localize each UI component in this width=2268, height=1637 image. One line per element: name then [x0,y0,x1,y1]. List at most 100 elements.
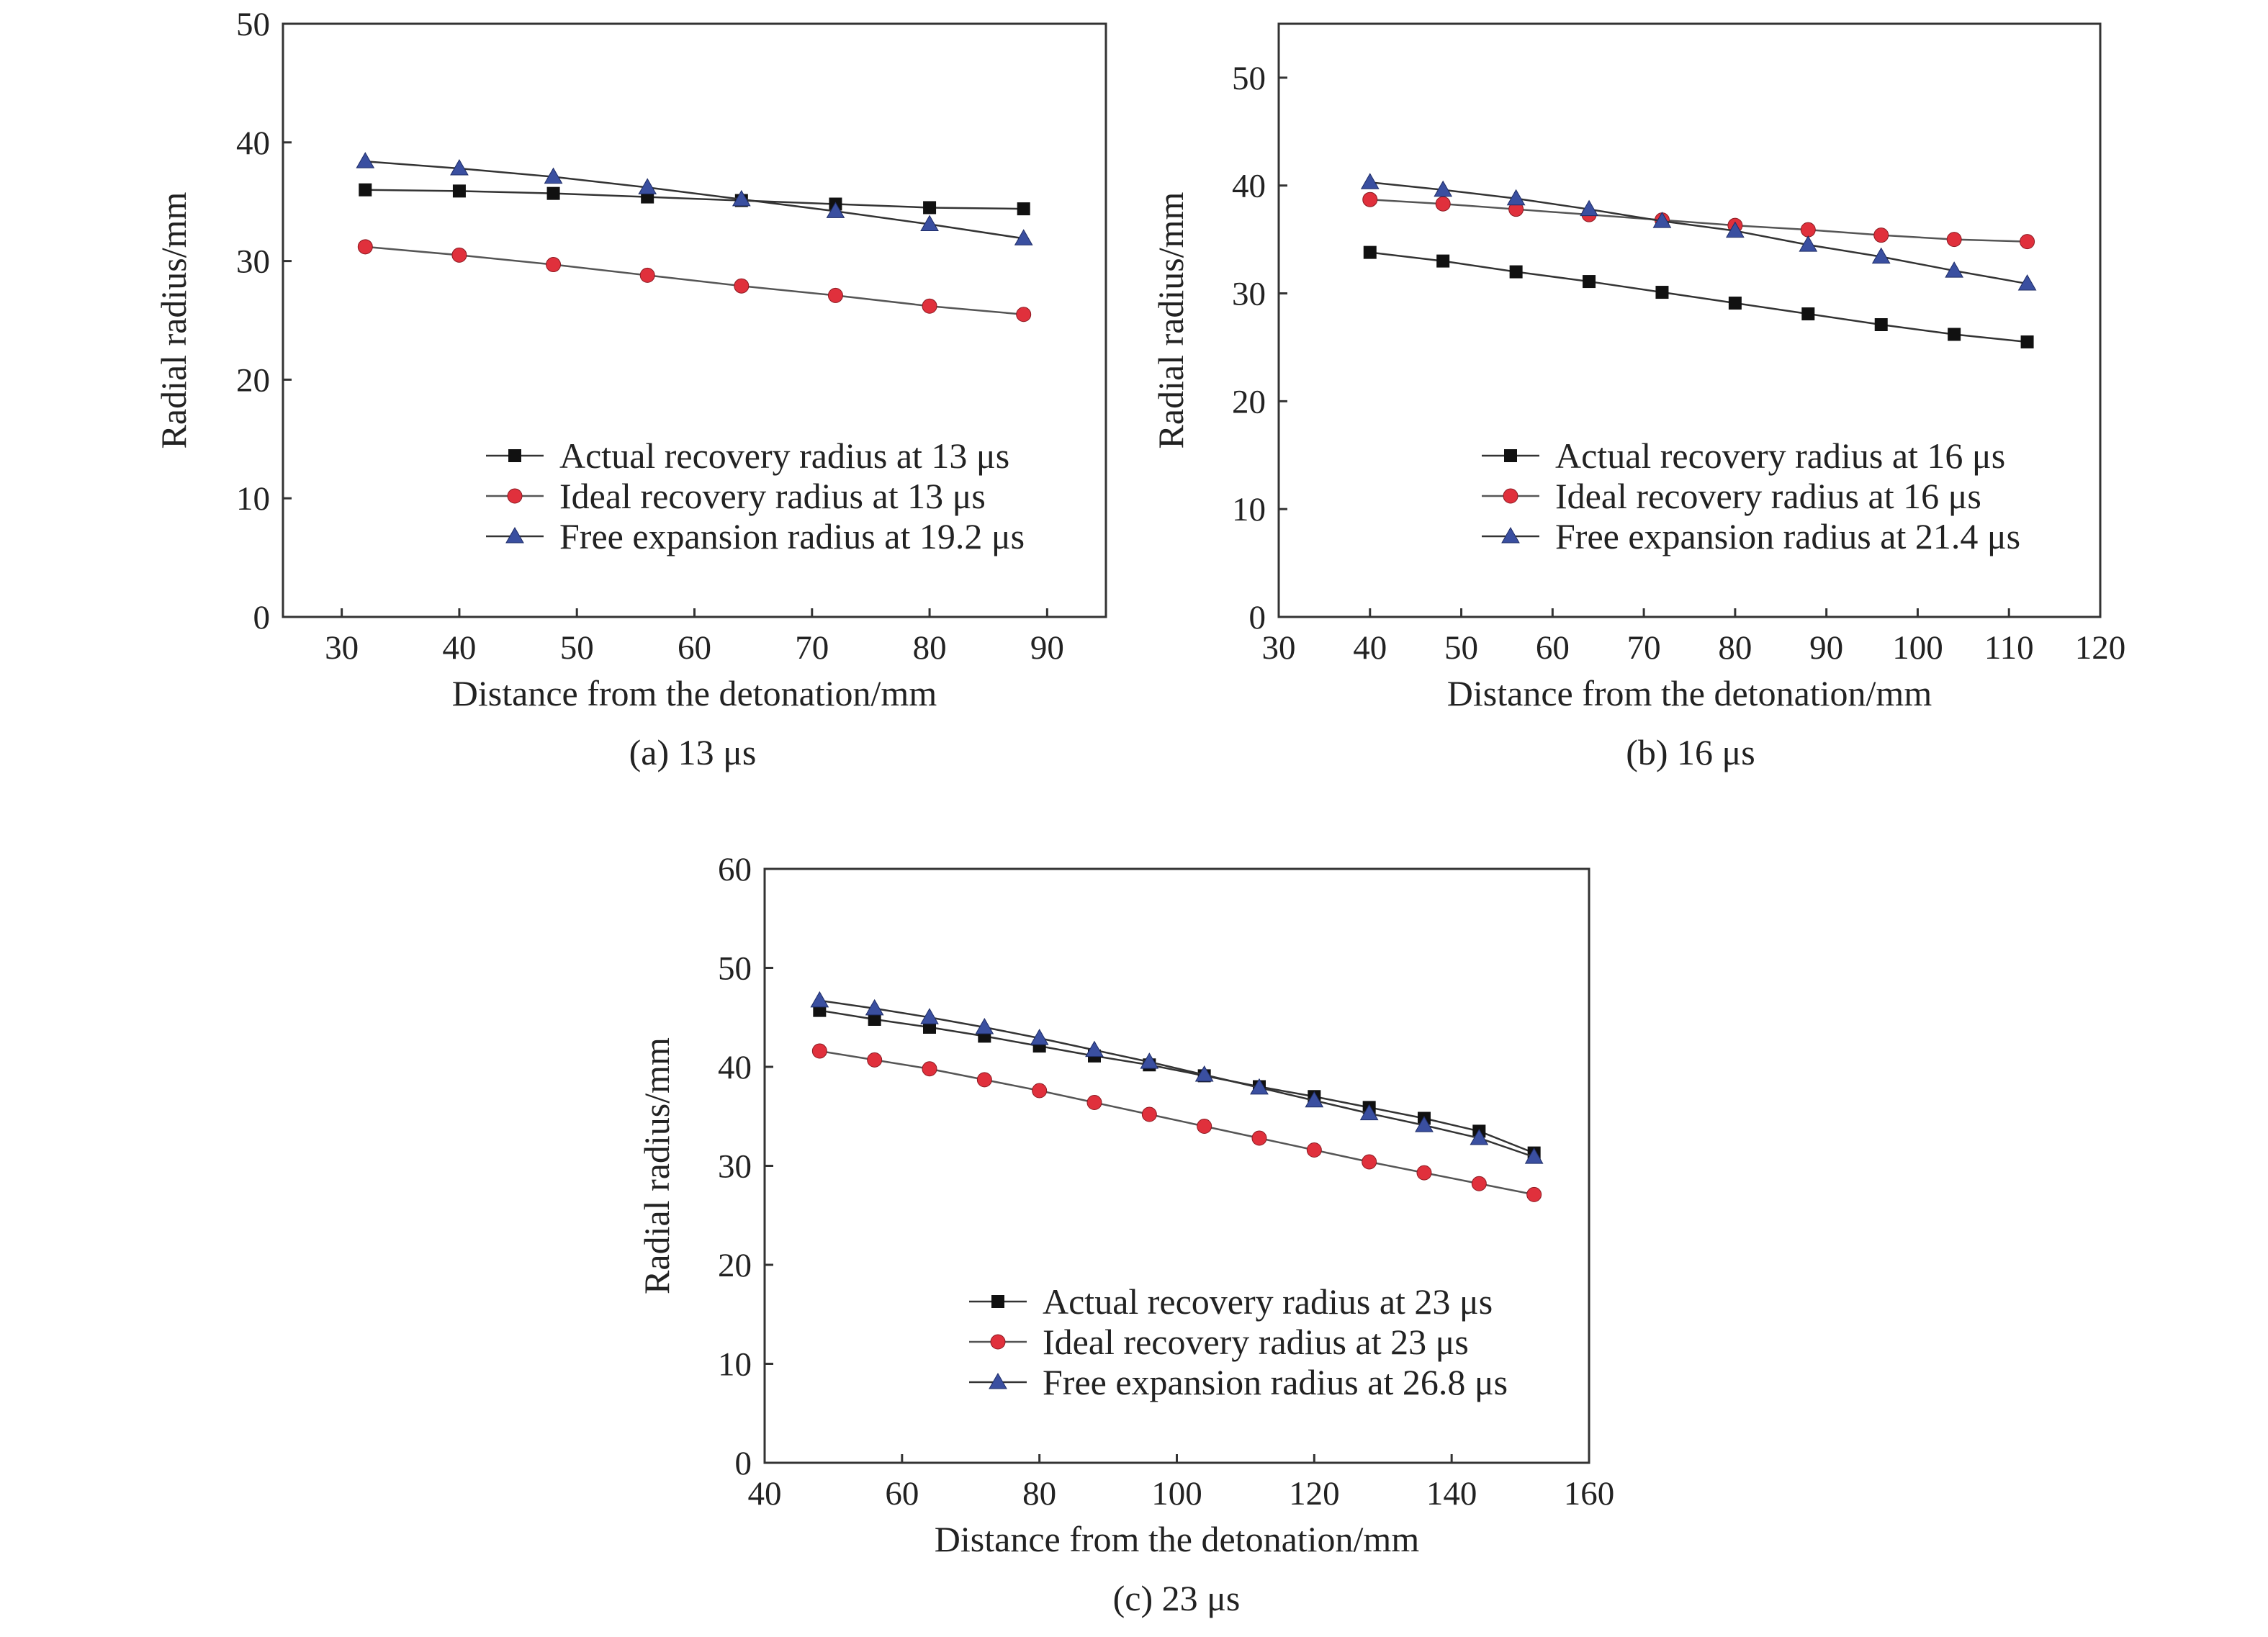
data-point [638,178,657,194]
legend-marker [990,1334,1006,1350]
data-point [1655,286,1669,299]
data-point [865,998,884,1016]
data-point [1434,180,1453,197]
chart-panel-1: 30 40 50 60 70 80 90 100 110 120 0 10 20 30 40 50 Distan… [1151,22,2126,772]
data-point [1251,1130,1267,1146]
y-axis-label: Radial radius/mm [1151,191,1191,448]
data-point [1363,245,1377,259]
data-point [1800,222,1816,238]
panel-caption: (b) 16 μs [1626,732,1755,772]
x-tick-label: 70 [1627,629,1661,667]
data-point [1014,229,1033,245]
data-point [450,159,469,176]
legend-label: Actual recovery radius at 16 μs [1555,436,2005,476]
plot-frame [1277,22,2102,618]
data-point [2020,335,2034,348]
y-tick-label: 0 [253,599,271,636]
y-tick-label: 50 [718,950,752,988]
legend-marker [991,1295,1004,1308]
data-point [1362,1154,1377,1170]
series-line-1 [365,245,1024,316]
x-tick-label: 50 [560,629,594,667]
data-point [976,1072,992,1088]
y-tick-label: 40 [1232,168,1266,205]
panel-caption: (c) 23 μs [1113,1578,1241,1618]
data-point [811,1043,827,1059]
data-point [1945,261,1964,278]
x-tick-label: 40 [442,629,476,667]
x-tick-label: 60 [678,629,711,667]
y-tick-label: 20 [236,361,270,399]
data-point [2020,234,2035,250]
data-point [452,184,466,198]
y-tick-label: 0 [1249,599,1266,636]
data-point [1728,297,1742,310]
series-line-2 [1369,181,2028,285]
x-tick-label: 100 [1892,629,1943,667]
data-point [1509,265,1523,279]
y-tick-label: 10 [718,1346,752,1384]
data-point [1801,307,1815,321]
legend-label: Actual recovery radius at 23 μs [1043,1281,1493,1322]
legend-marker [1504,449,1517,462]
y-tick-label: 10 [236,480,270,518]
data-point [639,267,655,283]
data-point [1506,189,1526,206]
data-point [1141,1106,1157,1122]
data-point [1580,199,1598,217]
legend-label: Ideal recovery radius at 16 μs [1555,476,1981,516]
x-tick-label: 80 [1022,1475,1056,1512]
series-line-0 [365,189,1024,210]
data-point [1305,1091,1324,1108]
data-point [1471,1176,1487,1191]
y-tick-label: 30 [1232,276,1266,313]
data-point [920,215,939,232]
x-tick-label: 50 [1444,629,1478,667]
data-point [546,186,560,200]
data-point [1726,221,1745,238]
x-tick-label: 90 [1809,629,1843,667]
y-tick-label: 0 [735,1445,752,1482]
data-point [1436,254,1450,268]
data-point [1032,1083,1048,1099]
x-tick-label: 120 [1289,1475,1340,1512]
series-line-1 [819,1050,1534,1196]
data-point [1873,227,1889,243]
data-point [920,1008,939,1024]
x-tick-label: 100 [1151,1475,1202,1512]
y-axis-label: Radial radius/mm [636,1037,677,1294]
data-point [1194,1065,1214,1082]
data-point [827,287,843,303]
y-tick-label: 20 [1232,383,1266,420]
data-point [1360,173,1380,189]
data-point [1016,307,1032,323]
data-point [1250,1078,1269,1095]
data-point [2017,274,2037,291]
y-tick-label: 60 [718,851,752,888]
y-tick-label: 30 [718,1148,752,1186]
x-tick-label: 90 [1030,629,1064,667]
x-tick-label: 40 [748,1475,782,1512]
data-point [1140,1052,1159,1069]
x-tick-label: 120 [2075,629,2126,667]
chart-panel-0: 30 40 50 60 70 80 90 0 10 20 30 40 50 Distance from t… [153,6,1107,772]
data-point [1799,235,1818,252]
y-tick-label: 40 [718,1049,752,1086]
legend-marker [1501,526,1520,544]
data-point [1583,275,1596,289]
legend-marker [989,1372,1007,1389]
data-point [1085,1040,1104,1057]
data-point [1946,232,1962,248]
data-point [1435,196,1451,212]
data-point [1526,1186,1542,1202]
data-point [1362,191,1378,207]
data-point [868,1013,881,1026]
data-point [867,1052,883,1068]
data-point [1524,1147,1544,1164]
x-tick-label: 140 [1426,1475,1477,1512]
data-point [356,152,375,168]
data-point [1415,1116,1434,1132]
legend-label: Free expansion radius at 19.2 μs [559,516,1025,556]
data-point [922,298,937,314]
